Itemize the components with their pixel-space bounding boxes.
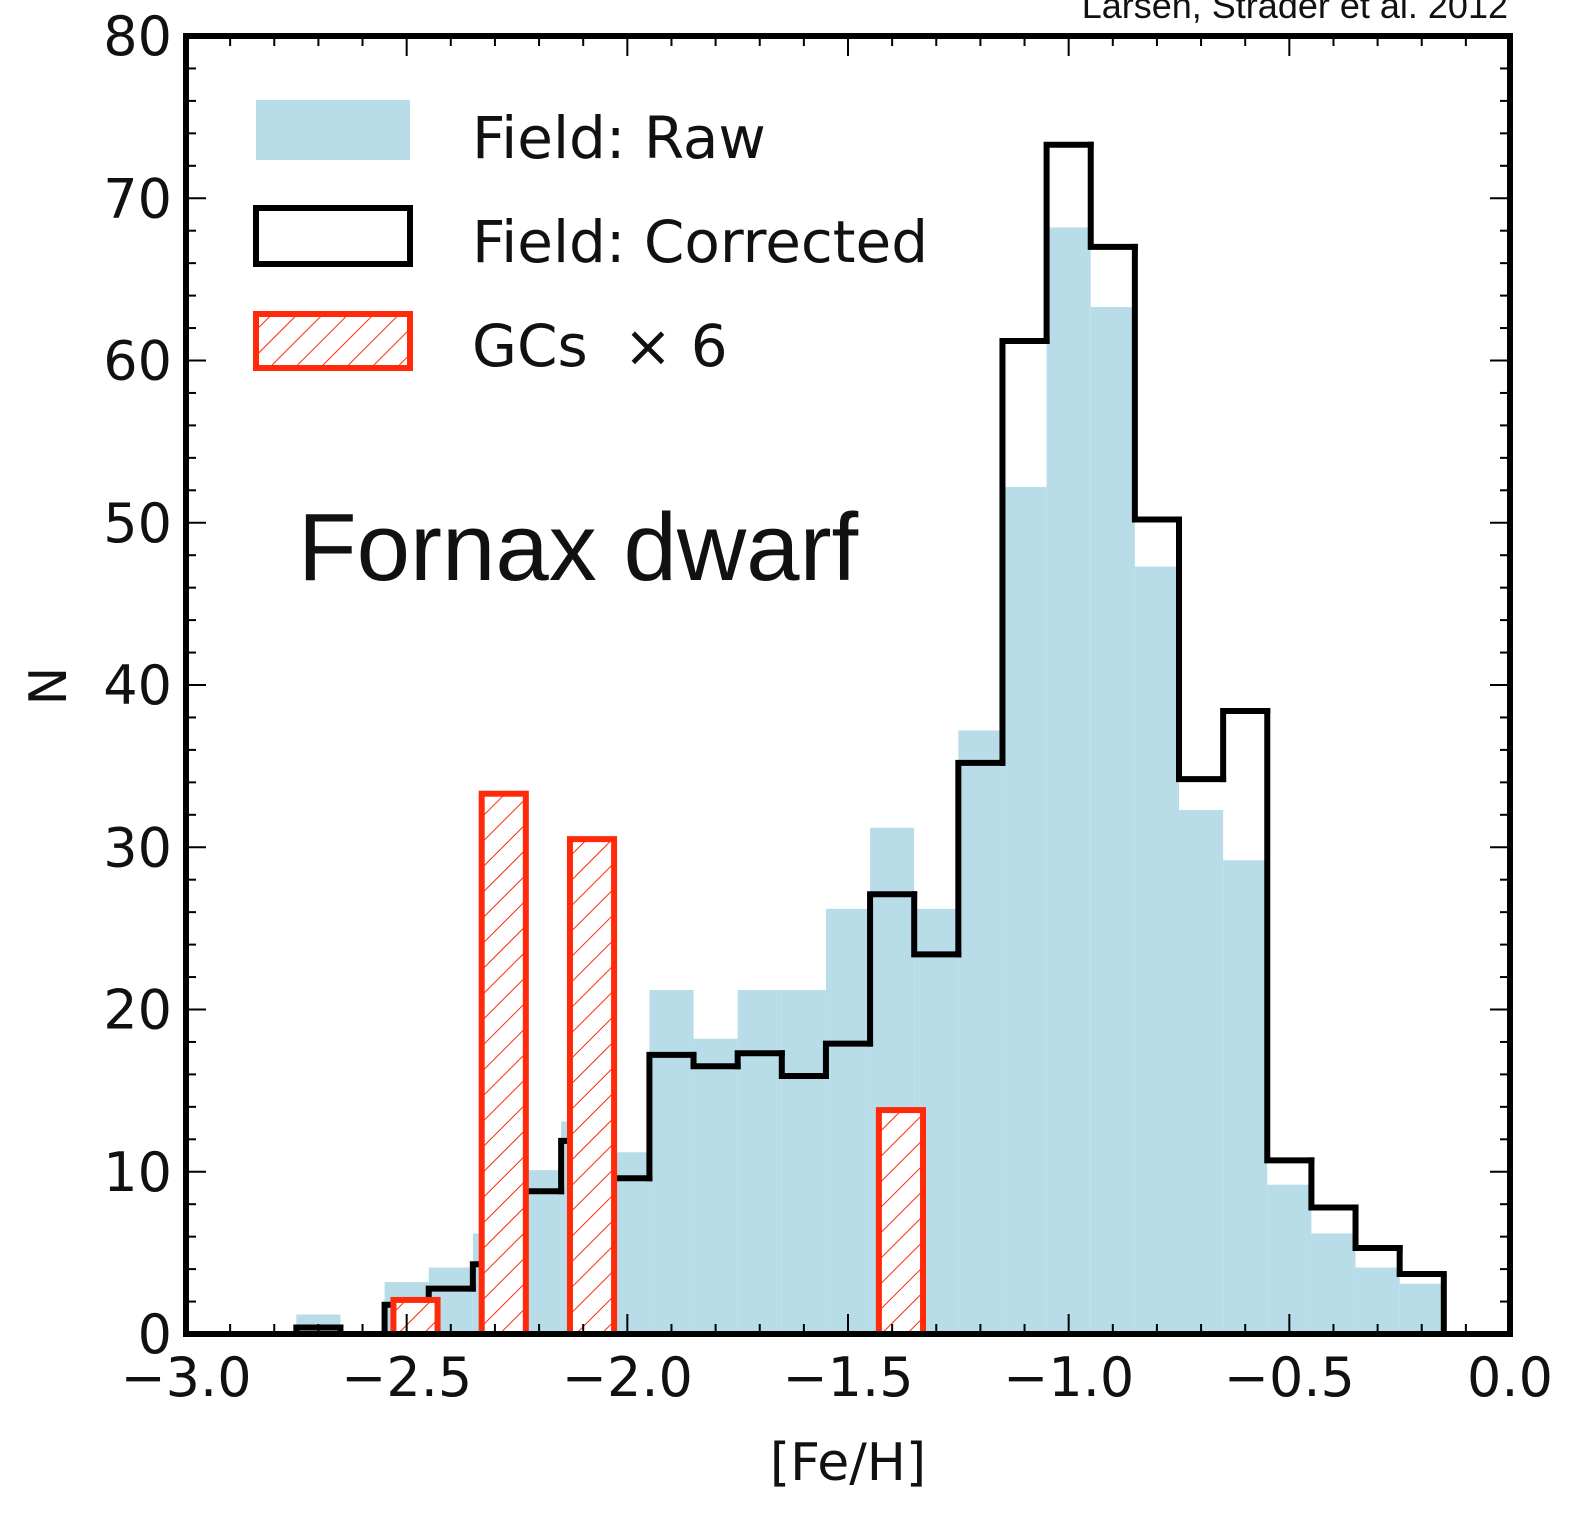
credit-text: Larsen, Strader et al. 2012 [1082,0,1508,26]
raw-bar [1090,306,1135,1334]
corrected-step [1087,141,1138,250]
raw-bar [693,1038,738,1334]
corrected-step [867,891,918,1047]
plot-area [293,141,1447,1337]
x-tick-label: −1.5 [782,1346,913,1409]
corrected-step [822,1040,874,1080]
x-tick-label: −2.0 [562,1346,693,1409]
corrected-step [1396,1245,1447,1337]
legend-label-gcs: GCs × 6 [472,312,728,380]
corrected-step [1043,141,1094,345]
corrected-step [1176,516,1227,783]
annotation-fornax-dwarf: Fornax dwarf [298,494,859,601]
legend-swatch-raw [256,100,410,160]
raw-bar [1311,1233,1356,1334]
y-tick-label: 0 [138,1303,172,1366]
corrected-step [646,1051,697,1182]
raw-bar [1355,1267,1400,1334]
gc-bar [390,1296,441,1337]
raw-bar [958,730,1003,1334]
legend-swatch-corrected [253,205,413,267]
raw-bar [1223,860,1268,1334]
y-tick-label: 80 [103,5,172,68]
raw-bar [781,990,826,1334]
x-tick-label: 0.0 [1467,1346,1553,1409]
corrected-step [1131,243,1182,523]
y-tick-label: 40 [103,654,172,717]
y-tick-label: 50 [103,492,172,555]
y-tick-label: 10 [103,1141,172,1204]
y-tick-label: 60 [103,330,172,393]
corrected-step [690,1051,741,1070]
corrected-step [734,1050,785,1070]
corrected-step [1220,707,1271,783]
gc-bar [566,836,618,1337]
axes: −3.0 −2.5 −2.0 −1.5 −1.0 −0.5 0.0 0 10 20 30 40 50 60… [103,5,1553,1409]
corrected-step [1308,1157,1359,1211]
corrected-step [1264,707,1315,1164]
raw-bar [649,990,694,1334]
y-tick-label: 20 [103,979,172,1042]
x-tick-label: −3.0 [120,1346,251,1409]
raw-bar [737,990,782,1334]
gc-bar [875,1107,927,1337]
y-axis-label: N [19,667,79,706]
y-tick-label: 70 [103,167,172,230]
corrected-step [955,759,1006,958]
corrected-step [911,891,962,958]
legend-label-gcs-name: GCs [472,312,588,380]
raw-bar [825,908,871,1334]
x-tick-label: −1.0 [1003,1346,1134,1409]
raw-bar [1179,809,1224,1334]
gc-bar [478,790,529,1337]
raw-bar [1134,566,1179,1334]
y-tick-label: 30 [103,816,172,879]
legend-label-raw: Field: Raw [472,104,766,172]
x-axis-label: [Fe/H] [770,1433,926,1493]
legend-swatch-gcs [253,311,413,371]
x-tick-label: −0.5 [1224,1346,1355,1409]
legend-label-corrected: Field: Corrected [472,208,928,276]
legend: Field: Raw Field: Corrected GCs × 6 [253,100,928,380]
legend-label-gcs-suffix: × 6 [624,312,728,380]
corrected-step [999,338,1050,766]
raw-bar [1046,227,1091,1335]
corrected-step [1352,1204,1403,1252]
corrected-step [778,1050,829,1080]
x-tick-label: −2.5 [341,1346,472,1409]
raw-bar [1267,1184,1312,1334]
raw-bar [1002,487,1047,1334]
